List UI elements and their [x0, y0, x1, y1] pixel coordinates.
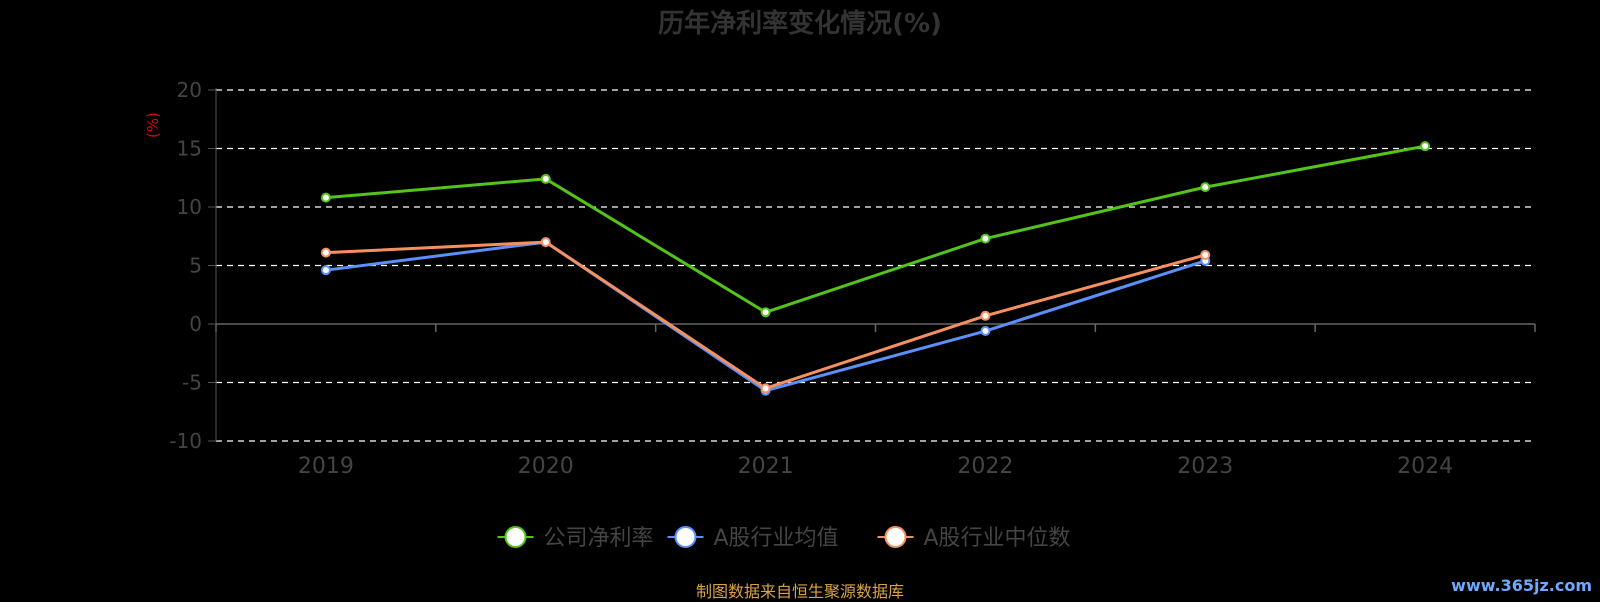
data-point	[980, 310, 991, 321]
data-point	[1200, 249, 1211, 260]
y-tick-label: -5	[182, 371, 202, 395]
legend-item[interactable]: A股行业均值	[667, 526, 839, 551]
legend[interactable]: 公司净利率 A股行业均值 A股行业中位数	[497, 526, 1071, 551]
x-tick-label: 2019	[298, 454, 354, 479]
legend-item[interactable]: 公司净利率	[497, 526, 654, 551]
legend-label: A股行业中位数	[924, 526, 1071, 551]
watermark: www.365jz.com	[1451, 576, 1592, 595]
data-point	[320, 192, 331, 203]
y-tick-label: 5	[189, 254, 202, 278]
legend-item[interactable]: A股行业中位数	[877, 526, 1071, 551]
y-tick-label: 10	[177, 195, 202, 219]
series-line	[325, 144, 1426, 314]
legend-marker	[504, 526, 527, 548]
data-point	[1200, 182, 1211, 193]
data-point	[1420, 141, 1431, 152]
x-tick-label: 2023	[1177, 454, 1233, 479]
x-tick-label: 2020	[518, 454, 574, 479]
grid-lines	[216, 89, 1535, 442]
legend-marker	[674, 526, 697, 548]
y-tick-label: 20	[177, 78, 202, 102]
data-point	[760, 383, 771, 394]
data-point	[540, 237, 551, 248]
data-point	[320, 265, 331, 276]
data-point	[320, 247, 331, 258]
legend-marker	[884, 526, 907, 548]
chart-title: 历年净利率变化情况(%)	[658, 8, 942, 39]
axes: 20 15 10 5 0 -5 -10 2019 2020 2021 2022 2023 2024	[169, 78, 1536, 479]
data-point	[980, 233, 991, 244]
series-lines	[320, 141, 1431, 396]
y-tick-label: -10	[169, 429, 202, 453]
x-tick-label: 2024	[1397, 454, 1453, 479]
y-tick-label: 0	[189, 312, 202, 336]
y-axis-label: (%)	[144, 112, 162, 138]
x-tick-label: 2021	[738, 454, 794, 479]
x-tick-label: 2022	[957, 454, 1013, 479]
data-source-note: 制图数据来自恒生聚源数据库	[695, 582, 904, 601]
data-point	[980, 326, 991, 337]
y-tick-label: 15	[177, 137, 202, 161]
data-point	[540, 173, 551, 184]
legend-label: 公司净利率	[544, 526, 654, 551]
data-point	[760, 307, 771, 318]
legend-label: A股行业均值	[714, 526, 839, 551]
